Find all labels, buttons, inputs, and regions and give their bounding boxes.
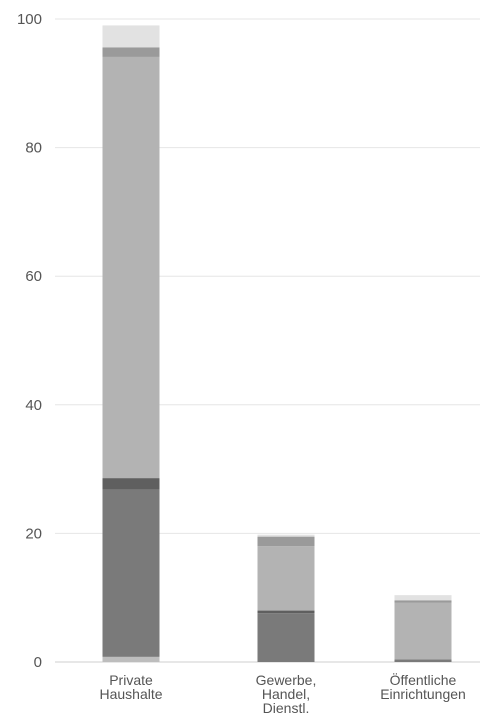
x-category-label-line: Haushalte [99, 686, 162, 702]
y-tick-label-60: 60 [25, 268, 42, 285]
x-category-label-line: Private [109, 672, 153, 688]
bar-segment-0-1 [102, 489, 160, 657]
x-category-label-line: Handel, [262, 686, 310, 702]
bar-segment-1-3 [257, 546, 315, 611]
bar-segment-1-2 [257, 610, 315, 614]
bars [102, 25, 452, 662]
bar-segment-0-5 [102, 25, 160, 48]
bar-segment-2-5 [394, 595, 452, 601]
bar-segment-2-4 [394, 600, 452, 603]
x-category-label-0: Private Haushalte [99, 672, 162, 702]
bar-stack-2 [394, 595, 452, 662]
bar-segment-1-4 [257, 536, 315, 547]
bar-segment-2-1 [394, 659, 452, 662]
y-tick-label-20: 20 [25, 525, 42, 542]
y-tick-label-80: 80 [25, 140, 42, 157]
x-category-label-1: Gewerbe, Handel, Dienstl. [256, 672, 317, 716]
bar-segment-1-5 [257, 534, 315, 537]
x-axis-categories: Private Haushalte Gewerbe, Handel, Dienstl. Ö… [99, 671, 465, 716]
y-axis-ticks: 0 20 40 60 80 100 [17, 11, 42, 671]
x-category-label-line: Dienstl. [263, 700, 310, 716]
bar-segment-0-0 [102, 656, 160, 662]
bar-stack-0 [102, 25, 160, 662]
bar-stack-1 [257, 534, 315, 662]
x-category-label-line: Öffentliche [390, 671, 457, 688]
x-category-label-line: Gewerbe, [256, 672, 317, 688]
y-tick-label-40: 40 [25, 397, 42, 414]
y-tick-label-0: 0 [34, 654, 42, 671]
bar-segment-0-3 [102, 56, 160, 479]
bar-segment-0-4 [102, 47, 160, 57]
y-tick-label-100: 100 [17, 11, 42, 28]
bar-segment-0-2 [102, 478, 160, 490]
x-category-label-line: Einrichtungen [380, 686, 466, 702]
bar-segment-1-1 [257, 613, 315, 662]
x-category-label-2: Öffentliche Einrichtungen [380, 671, 466, 702]
bar-segment-2-3 [394, 602, 452, 660]
